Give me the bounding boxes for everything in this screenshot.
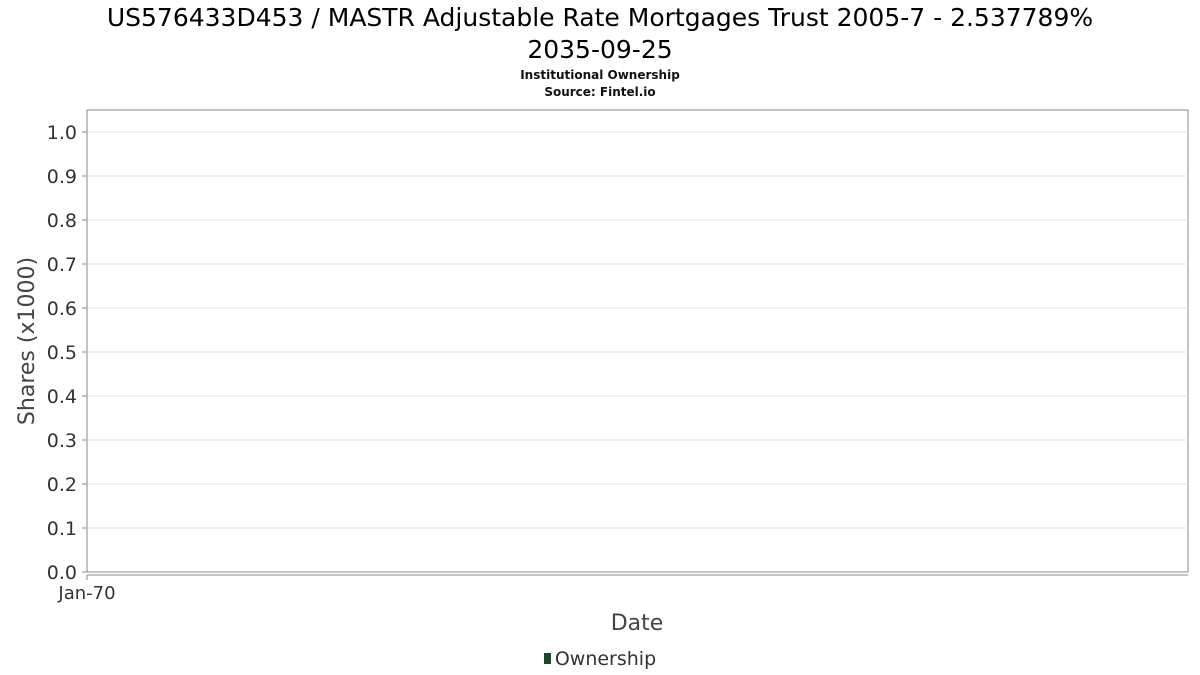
legend-swatch-ownership <box>543 653 551 664</box>
chart-title-line1: US576433D453 / MASTR Adjustable Rate Mor… <box>106 3 1094 32</box>
y-tick-label: 0.3 <box>47 430 77 452</box>
y-tick-label: 0.5 <box>47 342 77 364</box>
x-tick-label: Jan-70 <box>57 583 115 604</box>
y-tick-label: 0.7 <box>47 254 77 276</box>
y-tick-label: 1.0 <box>47 122 77 144</box>
legend-label-ownership: Ownership <box>554 648 657 670</box>
legend: Ownership <box>0 648 1200 670</box>
chart-title: US576433D453 / MASTR Adjustable Rate Mor… <box>0 2 1200 66</box>
y-tick-label: 0.8 <box>47 210 77 232</box>
y-tick-label: 0.6 <box>47 298 77 320</box>
y-tick-label: 0.1 <box>47 518 77 540</box>
y-tick-label: 0.2 <box>47 474 77 496</box>
y-tick-label: 0.9 <box>47 166 77 188</box>
y-axis-label: Shares (x1000) <box>15 257 40 425</box>
chart-title-line2: 2035-09-25 <box>527 35 673 64</box>
x-axis-label: Date <box>611 611 664 636</box>
y-tick-label: 0.0 <box>47 562 77 584</box>
chart-subtitle: Institutional Ownership <box>520 68 680 82</box>
plot-frame <box>86 109 1189 573</box>
chart-source: Source: Fintel.io <box>544 85 656 99</box>
y-tick-label: 0.4 <box>47 386 77 408</box>
